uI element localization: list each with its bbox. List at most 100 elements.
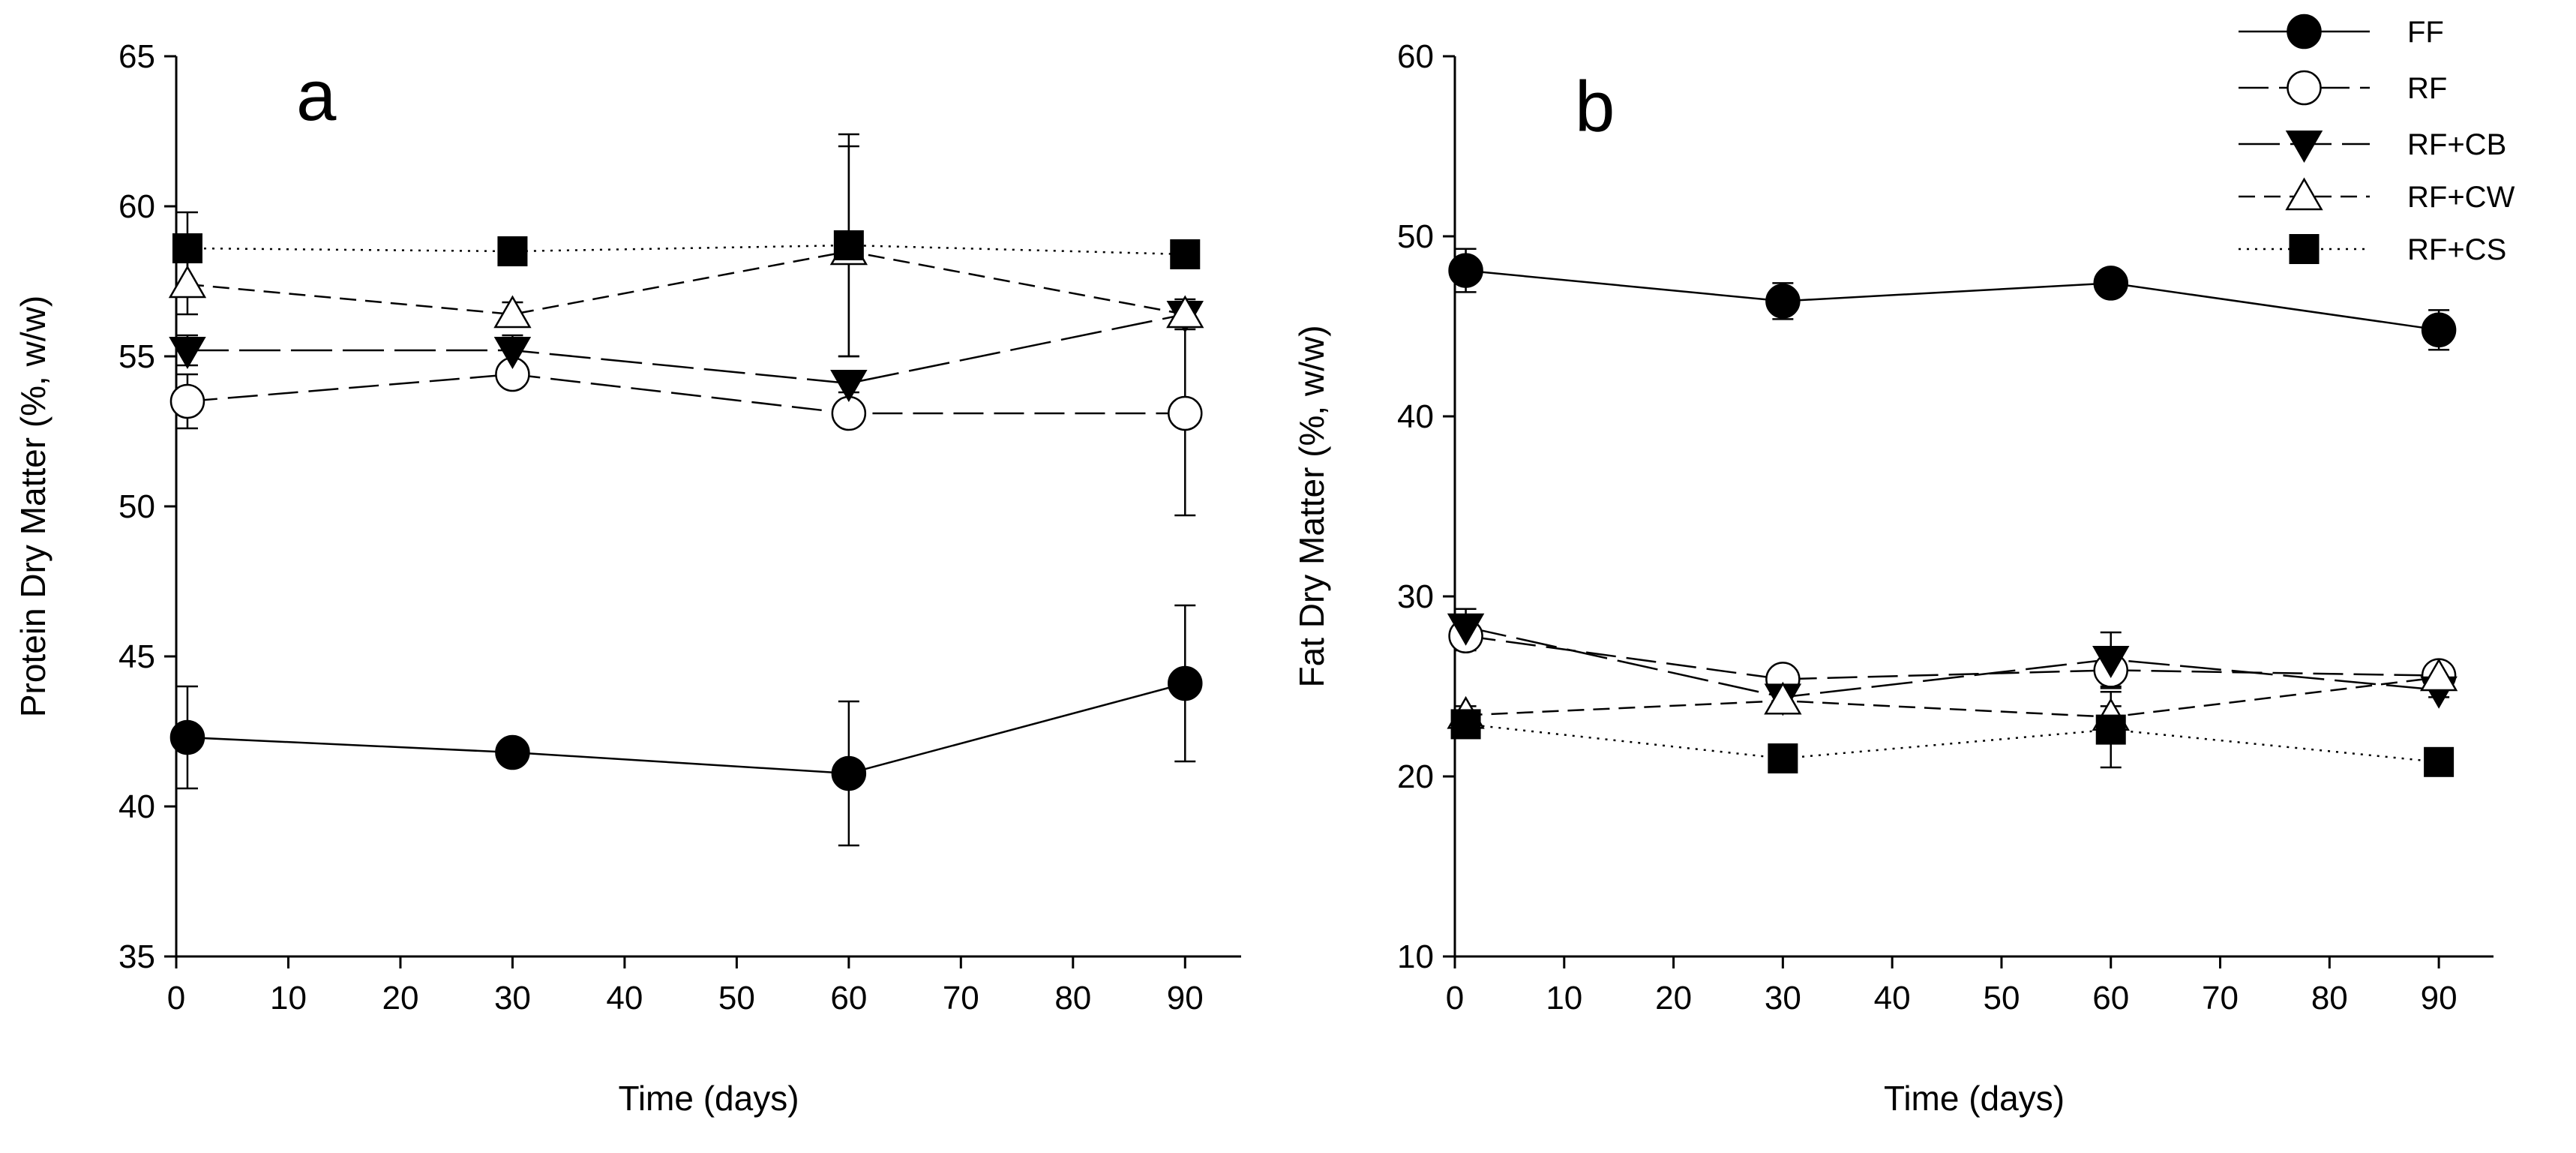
y-tick-label: 65 [118, 38, 155, 75]
x-tick-label: 70 [943, 980, 979, 1016]
series-rf-cb [176, 301, 1196, 394]
series-line [187, 682, 1186, 775]
x-tick-label: 40 [1874, 980, 1911, 1016]
data-point [831, 755, 867, 791]
legend-item: RF+CS [2239, 233, 2506, 266]
series-line [1465, 626, 2440, 698]
x-tick-label: 50 [718, 980, 755, 1016]
data-point [1168, 395, 1203, 431]
legend-marker [2285, 131, 2323, 164]
data-point [1170, 239, 1201, 269]
legend-item: FF [2239, 14, 2444, 50]
y-tick-label: 35 [118, 938, 155, 975]
series-ff [176, 604, 1196, 847]
x-tick-label: 0 [167, 980, 185, 1016]
x-tick-label: 10 [1546, 980, 1582, 1016]
data-point [495, 734, 530, 770]
series-line [1465, 635, 2440, 680]
legend-label: RF+CW [2407, 181, 2515, 214]
series-rf-cs [176, 133, 1196, 358]
data-point [2424, 746, 2455, 777]
x-tick-label: 30 [494, 980, 531, 1016]
y-tick-label: 45 [118, 638, 155, 675]
legend-marker [2289, 234, 2320, 264]
series-line [187, 313, 1186, 385]
data-point [1168, 665, 1203, 701]
series-rf-cs [1455, 690, 2450, 769]
data-point [172, 233, 202, 263]
x-tick-label: 40 [606, 980, 643, 1016]
y-tick-label: 20 [1397, 758, 1434, 795]
legend-item: RF [2239, 70, 2447, 106]
y-tick-label: 30 [1397, 578, 1434, 615]
legend-label: FF [2407, 16, 2444, 49]
data-point [493, 295, 532, 329]
legend-marker [2285, 177, 2323, 211]
series-line [187, 250, 1186, 316]
data-point [169, 383, 205, 419]
data-point [2419, 658, 2458, 692]
panel-label: b [1575, 67, 1615, 147]
y-tick-label: 60 [1397, 38, 1434, 75]
series-rf [176, 310, 1196, 517]
x-tick-label: 70 [2202, 980, 2239, 1016]
x-tick-label: 90 [2421, 980, 2458, 1016]
y-tick-label: 55 [118, 338, 155, 375]
x-tick-label: 0 [1446, 980, 1464, 1016]
data-point [169, 337, 206, 370]
legend: FF RF RF+CB RF+CW RF+CS [2239, 14, 2515, 266]
series-line [1465, 723, 2440, 764]
x-tick-label: 60 [830, 980, 867, 1016]
series-line [1465, 269, 2440, 332]
legend-item: RF+CW [2239, 177, 2515, 214]
x-tick-label: 30 [1765, 980, 1801, 1016]
x-tick-label: 20 [382, 980, 418, 1016]
y-tick-label: 40 [118, 788, 155, 825]
series-rf-cw [176, 145, 1196, 358]
data-point [169, 719, 205, 755]
data-point [493, 337, 532, 370]
data-point [1768, 743, 1798, 773]
data-point [1166, 295, 1204, 329]
x-tick-label: 20 [1655, 980, 1692, 1016]
series-rf-cw [1455, 669, 2450, 729]
data-point [2092, 646, 2130, 679]
y-tick-label: 50 [1397, 218, 1434, 255]
x-tick-label: 10 [270, 980, 307, 1016]
x-axis-title: Time (days) [1884, 1079, 2065, 1118]
x-tick-label: 80 [2311, 980, 2348, 1016]
series-line [187, 244, 1186, 256]
panel-a: 35 40 45 50 55 60 65 0 10 20 30 40 50 60 70 80 90 Time (d… [13, 38, 1241, 1118]
series-line [1465, 676, 2440, 719]
data-point [1450, 709, 1481, 740]
data-point [2421, 312, 2457, 348]
data-point [497, 236, 528, 266]
data-point [168, 265, 207, 299]
x-axis-title: Time (days) [618, 1079, 799, 1118]
legend-label: RF [2407, 72, 2447, 105]
data-point [830, 370, 868, 403]
data-point [2095, 714, 2126, 745]
data-point [2093, 266, 2128, 301]
panel-b: 10 20 30 40 50 60 0 10 20 30 40 50 60 70 80 90 Time (day… [1292, 38, 2494, 1118]
x-tick-label: 90 [1167, 980, 1204, 1016]
panel-label: a [296, 56, 337, 136]
data-point [1764, 681, 1802, 715]
legend-marker [2287, 14, 2322, 50]
y-axis-title: Fat Dry Matter (%, w/w) [1292, 325, 1331, 687]
legend-marker [2287, 70, 2322, 106]
data-point [1448, 253, 1483, 288]
data-point [833, 230, 864, 260]
legend-item: RF+CB [2239, 128, 2506, 164]
data-point [1765, 284, 1801, 319]
legend-label: RF+CB [2407, 128, 2506, 161]
y-axis-title: Protein Dry Matter (%, w/w) [13, 296, 52, 717]
x-tick-label: 80 [1054, 980, 1091, 1016]
y-tick-label: 10 [1397, 938, 1434, 975]
data-point [1447, 613, 1485, 646]
x-tick-label: 60 [2092, 980, 2129, 1016]
x-tick-label: 50 [1983, 980, 2020, 1016]
legend-label: RF+CS [2407, 233, 2506, 266]
y-tick-label: 40 [1397, 398, 1434, 435]
